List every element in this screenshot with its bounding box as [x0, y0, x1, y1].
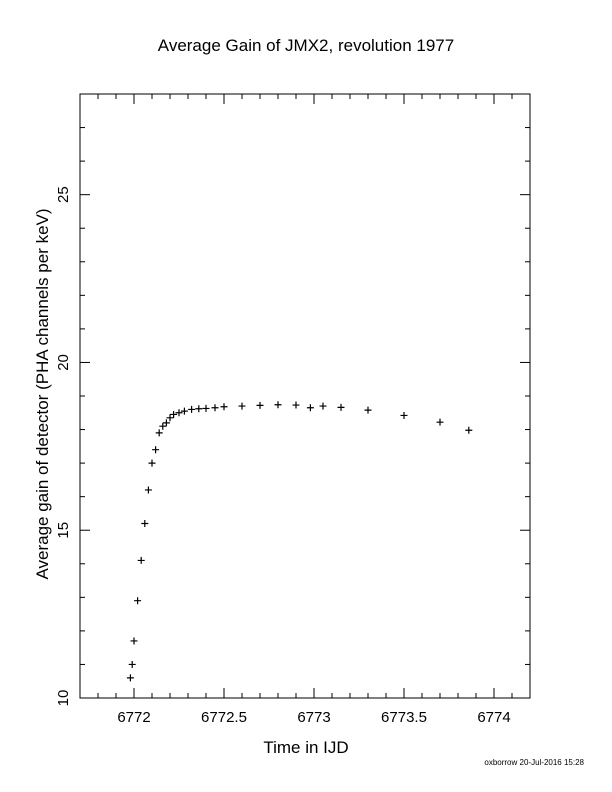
x-tick-label: 6772	[117, 709, 150, 726]
x-tick-label: 6772.5	[201, 709, 247, 726]
data-point-markers	[126, 401, 473, 682]
x-tick-label: 6773.5	[381, 709, 427, 726]
y-tick-label: 10	[55, 690, 72, 707]
x-tick-label: 6773	[297, 709, 330, 726]
x-tick-label: 6774	[477, 709, 510, 726]
y-tick-label: 20	[55, 354, 72, 371]
y-tick-label: 15	[55, 522, 72, 539]
chart-title: Average Gain of JMX2, revolution 1977	[157, 36, 455, 55]
plot-frame	[79, 93, 531, 699]
x-axis-label: Time in IJD	[263, 738, 349, 757]
footer-stamp: oxborrow 20-Jul-2016 15:28	[484, 758, 584, 767]
y-axis-label: Average gain of detector (PHA channels p…	[33, 208, 52, 580]
y-tick-label: 25	[55, 186, 72, 203]
